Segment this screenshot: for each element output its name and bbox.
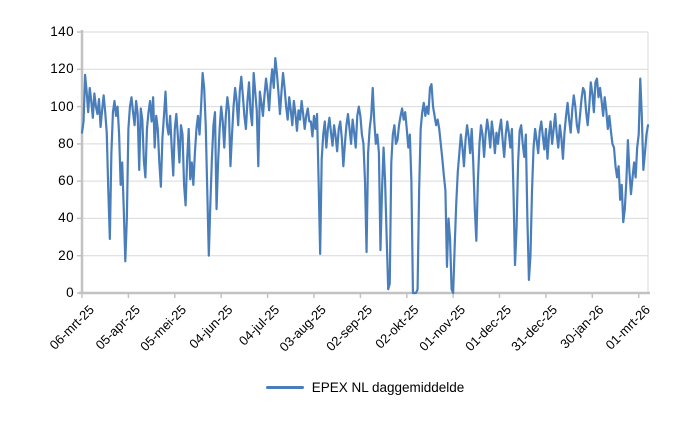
y-axis-tick-label: 40 <box>58 210 74 226</box>
y-axis-tick-label: 100 <box>50 98 74 114</box>
legend: EPEX NL daggemiddelde <box>82 380 648 395</box>
y-axis-tick-label: 140 <box>50 24 74 39</box>
legend-series-label: EPEX NL daggemiddelde <box>311 380 465 395</box>
y-axis-tick-label: 60 <box>58 173 74 189</box>
y-axis-tick-label: 0 <box>66 285 74 300</box>
price-series-line <box>80 56 650 295</box>
legend-line-swatch <box>265 385 304 390</box>
y-axis-tick-label: 120 <box>50 61 74 77</box>
y-axis-tick-label: 80 <box>58 135 74 151</box>
y-axis-tick-label: 20 <box>58 247 74 263</box>
